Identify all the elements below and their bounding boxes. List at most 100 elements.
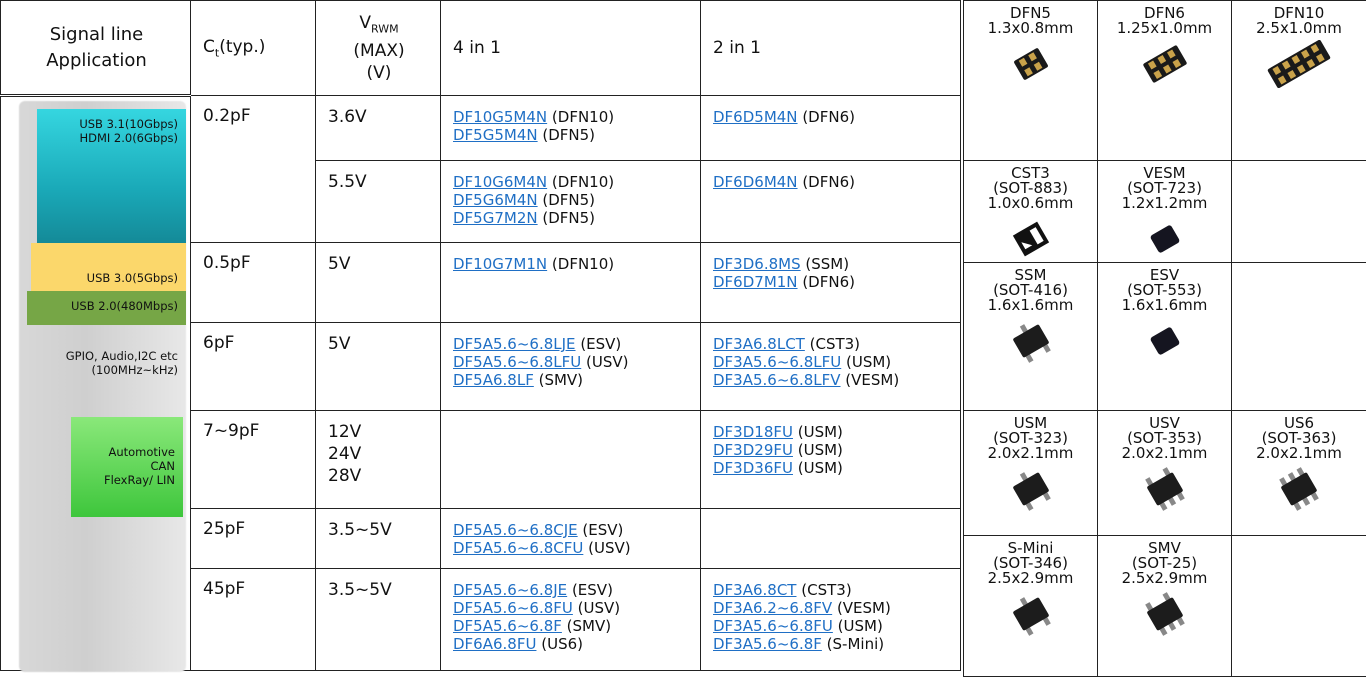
header-vrwm: VRWM (MAX) (V) — [315, 0, 441, 96]
vrwm-value: 5.5V — [328, 172, 367, 192]
package-name: (ESV) — [582, 521, 624, 539]
part-line: DF3A6.2~6.8FV (VESM) — [713, 599, 950, 617]
application-graphic: USB 3.1(10Gbps) HDMI 2.0(6Gbps) USB 3.0(5G… — [1, 97, 191, 672]
part-link[interactable]: DF3D36FU — [713, 459, 793, 477]
two-cell: DF3D18FU (USM) DF3D29FU (USM) DF3D36FU (US… — [700, 410, 961, 509]
package-name: (DFN6) — [802, 108, 855, 126]
part-link[interactable]: DF3D6.8MS — [713, 255, 801, 273]
package-label: 1.3x0.8mm — [987, 19, 1074, 37]
part-line: DF6D6M4N (DFN6) — [713, 173, 950, 191]
part-link[interactable]: DF3D29FU — [713, 441, 793, 459]
part-link[interactable]: DF3A5.6~6.8LFV — [713, 371, 841, 389]
vrwm-cell: 12V 24V 28V — [315, 410, 441, 509]
part-line: DF3D6.8MS (SSM) — [713, 255, 950, 273]
part-link[interactable]: DF10G7M1N — [453, 255, 548, 273]
package-cell: SSM (SOT-416) 1.6x1.6mm — [963, 262, 1098, 411]
vrwm-value: 28V — [328, 466, 362, 486]
part-link[interactable]: DF10G5M4N — [453, 108, 548, 126]
package-label: 1.6x1.6mm — [1121, 296, 1208, 314]
vrwm-value: 5V — [328, 254, 351, 274]
part-link[interactable]: DF3A5.6~6.8LFU — [713, 353, 842, 371]
package-name: (SMV) — [538, 371, 584, 389]
part-link[interactable]: DF5A5.6~6.8LFU — [453, 353, 582, 371]
package-icon — [1013, 48, 1048, 80]
package-name: (ESV) — [571, 581, 613, 599]
application-block: GPIO, Audio,I2C etc (100MHz~kHz) — [41, 337, 186, 397]
two-cell: DF6D6M4N (DFN6) — [700, 160, 961, 243]
part-line: DF10G7M1N (DFN10) — [453, 255, 690, 273]
part-line: DF10G5M4N (DFN10) — [453, 108, 690, 126]
package-label: (SOT-883) — [993, 179, 1068, 197]
part-link[interactable]: DF6D6M4N — [713, 173, 798, 191]
part-line: DF5A5.6~6.8LJE (ESV) — [453, 335, 690, 353]
product-table: Signal line Application Ct(typ.) VRWM (M… — [0, 0, 961, 672]
application-block: Automotive CAN FlexRay/ LIN — [71, 417, 183, 517]
part-link[interactable]: DF10G6M4N — [453, 173, 548, 191]
part-link[interactable]: DF5G6M4N — [453, 191, 538, 209]
part-link[interactable]: DF5G7M2N — [453, 209, 538, 227]
package-cell: S-Mini (SOT-346) 2.5x2.9mm — [963, 535, 1098, 677]
application-label: CAN — [150, 459, 176, 473]
package-name: (USM) — [797, 423, 843, 441]
part-line: DF5A5.6~6.8F (SMV) — [453, 617, 690, 635]
package-cell: ESV (SOT-553) 1.6x1.6mm — [1097, 262, 1232, 411]
part-link[interactable]: DF6D5M4N — [713, 108, 798, 126]
package-icon — [1012, 221, 1049, 257]
package-name: (USM) — [797, 459, 843, 477]
package-label: (SOT-723) — [1127, 179, 1202, 197]
package-grid: DFN5 1.3x0.8mm DFN6 1.25x1.0mm DFN10 2.5x1.0m… — [963, 0, 1366, 677]
part-link[interactable]: DF5A5.6~6.8JE — [453, 581, 568, 599]
package-label: (SOT-25) — [1131, 554, 1198, 572]
header-text: (V) — [366, 63, 392, 84]
package-label: 1.2x1.2mm — [1121, 194, 1208, 212]
part-link[interactable]: DF5G5M4N — [453, 126, 538, 144]
package-icon — [1144, 467, 1185, 511]
part-line: DF3A5.6~6.8F (S-Mini) — [713, 635, 950, 653]
package-label: (SOT-346) — [993, 554, 1068, 572]
part-line: DF3D29FU (USM) — [713, 441, 950, 459]
package-label: 1.25x1.0mm — [1116, 19, 1213, 37]
part-link[interactable]: DF3A5.6~6.8F — [713, 635, 822, 653]
part-link[interactable]: DF3A6.2~6.8FV — [713, 599, 833, 617]
table-row: 5.5V DF10G6M4N (DFN10) DF5G6M4N (DFN5) DF5G… — [1, 160, 961, 243]
part-link[interactable]: DF5A5.6~6.8LJE — [453, 335, 576, 353]
four-cell: DF5A5.6~6.8LJE (ESV) DF5A5.6~6.8LFU (USV)… — [440, 322, 701, 411]
vrwm-cell: 5V — [315, 322, 441, 411]
package-label: (SOT-353) — [1127, 429, 1202, 447]
package-name: (DFN10) — [551, 173, 615, 191]
part-link[interactable]: DF3A6.8LCT — [713, 335, 805, 353]
package-name: (DFN6) — [802, 173, 855, 191]
package-icon — [1012, 597, 1051, 636]
package-name: (DFN5) — [542, 191, 596, 209]
part-link[interactable]: DF5A5.6~6.8CFU — [453, 539, 584, 557]
package-name: (USM) — [846, 353, 892, 371]
part-line: DF5A5.6~6.8CJE (ESV) — [453, 521, 690, 539]
four-cell: DF5A5.6~6.8JE (ESV) DF5A5.6~6.8FU (USV) DF… — [440, 568, 701, 671]
package-label: (SOT-416) — [993, 281, 1068, 299]
four-cell: DF10G6M4N (DFN10) DF5G6M4N (DFN5) DF5G7M2N… — [440, 160, 701, 243]
part-link[interactable]: DF3A5.6~6.8FU — [713, 617, 833, 635]
part-link[interactable]: DF5A6.8LF — [453, 371, 534, 389]
part-link[interactable]: DF5A5.6~6.8F — [453, 617, 562, 635]
part-link[interactable]: DF5A5.6~6.8CJE — [453, 521, 578, 539]
package-label: 2.0x2.1mm — [1256, 444, 1342, 462]
application-block: USB 3.0(5Gbps) — [31, 243, 186, 291]
application-label: FlexRay/ LIN — [103, 473, 175, 487]
part-link[interactable]: DF5A5.6~6.8FU — [453, 599, 573, 617]
vrwm-value: 5V — [328, 334, 351, 354]
part-link[interactable]: DF3D18FU — [713, 423, 793, 441]
ct-cell: 0.5pF — [190, 242, 316, 323]
four-cell: DF10G7M1N (DFN10) — [440, 242, 701, 323]
empty-cell — [1231, 262, 1366, 411]
package-cell: CST3 (SOT-883) 1.0x0.6mm — [963, 160, 1098, 263]
part-link[interactable]: DF6D7M1N — [713, 273, 798, 291]
part-line: DF3A5.6~6.8LFV (VESM) — [713, 371, 950, 389]
part-link[interactable]: DF3A6.8CT — [713, 581, 797, 599]
package-name: (SMV) — [566, 617, 612, 635]
package-name: (DFN10) — [551, 255, 615, 273]
part-link[interactable]: DF6A6.8FU — [453, 635, 537, 653]
package-name: (CST3) — [801, 581, 852, 599]
vrwm-value: 12V — [328, 422, 362, 442]
package-label: 2.5x1.0mm — [1256, 19, 1342, 37]
